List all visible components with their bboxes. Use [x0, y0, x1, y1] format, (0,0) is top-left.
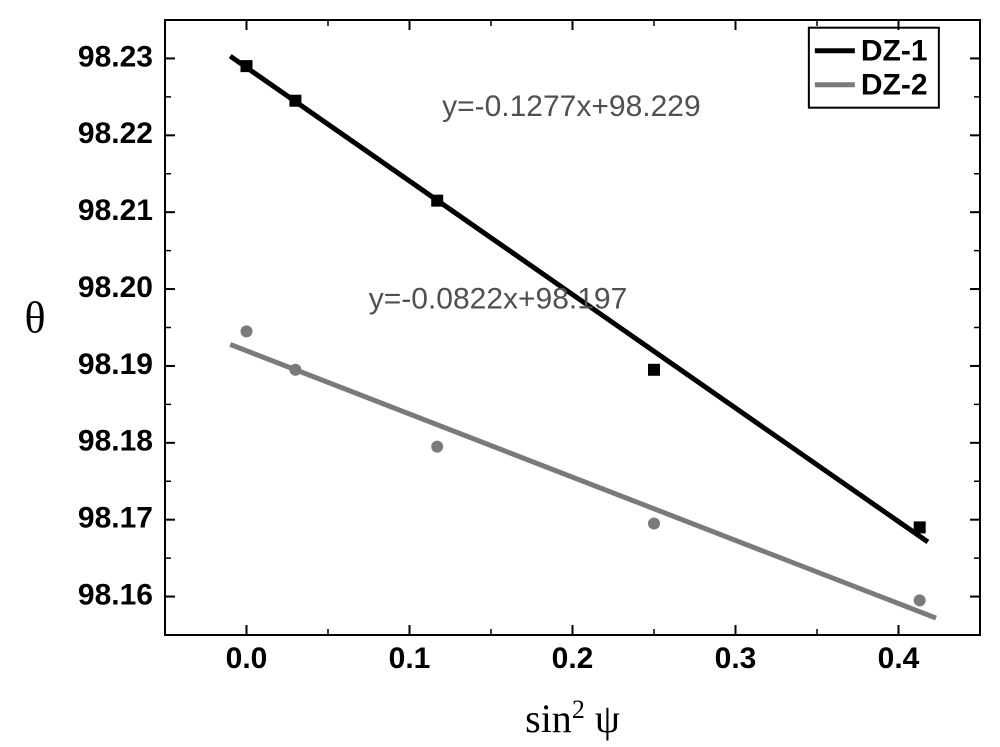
marker-circle: [289, 364, 301, 376]
equation-dz-2: y=-0.0822x+98.197: [369, 282, 628, 315]
equation-dz-1: y=-0.1277x+98.229: [442, 90, 701, 123]
marker-square: [914, 521, 926, 533]
marker-circle: [648, 518, 660, 530]
x-tick-label: 0.4: [878, 642, 920, 675]
y-tick-label: 98.16: [78, 578, 153, 611]
marker-square: [241, 60, 253, 72]
marker-square: [431, 195, 443, 207]
marker-square: [648, 364, 660, 376]
y-axis-label: θ: [24, 294, 45, 343]
x-tick-label: 0.1: [389, 642, 431, 675]
x-tick-label: 0.2: [552, 642, 594, 675]
y-tick-label: 98.20: [78, 271, 153, 304]
marker-circle: [431, 441, 443, 453]
chart-container: 0.0 0.1 0.2 0.3 0.4 98.16 98.17 98.18 98.19 98.20…: [0, 0, 1000, 747]
y-tick-label: 98.19: [78, 348, 153, 381]
marker-square: [289, 95, 301, 107]
y-tick-label: 98.17: [78, 502, 153, 535]
y-tick-label: 98.23: [78, 40, 153, 73]
marker-circle: [914, 594, 926, 606]
x-tick-label: 0.0: [226, 642, 268, 675]
chart-svg: 0.0 0.1 0.2 0.3 0.4 98.16 98.17 98.18 98.19 98.20…: [0, 0, 1000, 747]
y-tick-label: 98.22: [78, 117, 153, 150]
y-tick-label: 98.18: [78, 425, 153, 458]
legend-label: DZ-1: [861, 35, 928, 68]
marker-circle: [241, 325, 253, 337]
x-tick-label: 0.3: [715, 642, 757, 675]
y-tick-label: 98.21: [78, 194, 153, 227]
legend-label: DZ-2: [861, 69, 928, 102]
